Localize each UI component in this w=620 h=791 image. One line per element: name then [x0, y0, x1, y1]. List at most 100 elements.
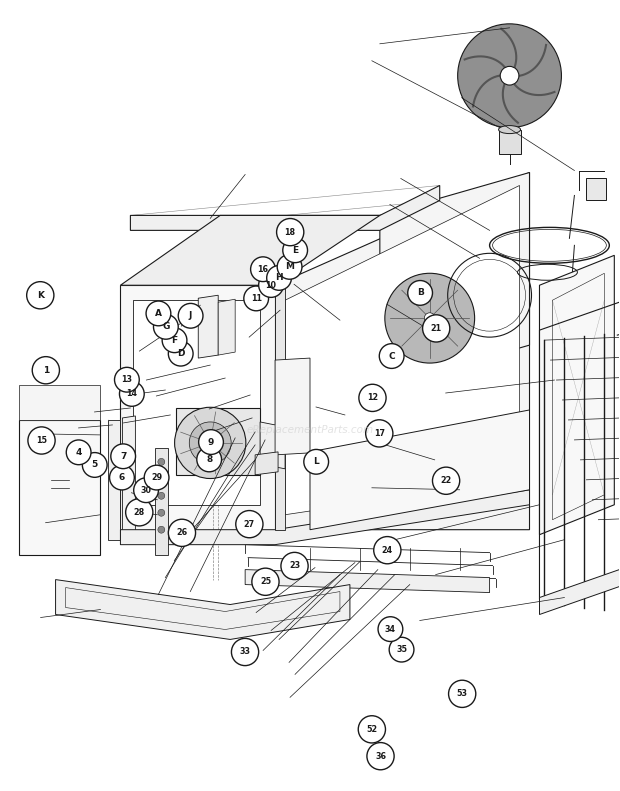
Text: H: H: [275, 274, 283, 282]
Circle shape: [236, 510, 263, 538]
Text: eReplacementParts.com: eReplacementParts.com: [246, 425, 374, 435]
Circle shape: [158, 458, 165, 465]
Circle shape: [267, 266, 291, 290]
Text: 17: 17: [374, 429, 385, 438]
Text: 26: 26: [176, 528, 187, 537]
Text: 21: 21: [431, 324, 442, 333]
Circle shape: [244, 286, 268, 311]
Text: B: B: [417, 289, 423, 297]
Circle shape: [146, 301, 171, 326]
Text: J: J: [189, 312, 192, 320]
Polygon shape: [122, 416, 135, 539]
Polygon shape: [198, 295, 218, 358]
Polygon shape: [120, 286, 275, 530]
Text: E: E: [292, 246, 298, 255]
Circle shape: [32, 357, 60, 384]
Text: 4: 4: [76, 448, 82, 457]
Circle shape: [162, 328, 187, 353]
Circle shape: [250, 257, 275, 282]
Text: 10: 10: [265, 281, 277, 290]
Polygon shape: [130, 185, 440, 230]
Text: G: G: [162, 323, 169, 331]
Circle shape: [120, 381, 144, 407]
Polygon shape: [260, 422, 285, 469]
Text: L: L: [313, 457, 319, 467]
Circle shape: [154, 315, 178, 339]
Text: 13: 13: [122, 375, 133, 384]
Text: 24: 24: [382, 546, 393, 554]
Polygon shape: [539, 255, 614, 535]
Circle shape: [500, 66, 519, 85]
Text: 27: 27: [244, 520, 255, 528]
Text: 30: 30: [141, 486, 151, 494]
Circle shape: [378, 617, 403, 642]
Text: 16: 16: [257, 265, 268, 274]
Text: D: D: [177, 349, 185, 358]
Polygon shape: [539, 562, 620, 615]
Circle shape: [374, 536, 401, 564]
Polygon shape: [133, 301, 260, 505]
Polygon shape: [156, 448, 168, 554]
Circle shape: [169, 341, 193, 366]
Text: 12: 12: [367, 393, 378, 403]
Circle shape: [359, 384, 386, 411]
Circle shape: [158, 526, 165, 533]
Circle shape: [281, 552, 308, 580]
Text: 35: 35: [396, 645, 407, 654]
Polygon shape: [380, 172, 529, 388]
Circle shape: [82, 452, 107, 477]
Text: 14: 14: [126, 389, 138, 399]
Text: 5: 5: [92, 460, 98, 469]
Circle shape: [189, 422, 231, 464]
Polygon shape: [120, 490, 529, 545]
Polygon shape: [275, 172, 529, 530]
Circle shape: [111, 444, 136, 468]
Bar: [176, 408, 260, 475]
Text: 8: 8: [206, 455, 212, 464]
Text: 23: 23: [289, 562, 300, 570]
Text: 53: 53: [457, 689, 467, 698]
Circle shape: [433, 467, 459, 494]
Polygon shape: [108, 420, 120, 539]
Text: M: M: [285, 263, 294, 271]
Polygon shape: [245, 570, 490, 592]
Circle shape: [110, 465, 135, 490]
Circle shape: [169, 519, 195, 547]
Text: 7: 7: [120, 452, 126, 461]
Circle shape: [252, 568, 279, 596]
Circle shape: [259, 273, 283, 297]
Text: 1: 1: [43, 365, 49, 375]
Text: 33: 33: [239, 648, 250, 657]
Bar: [587, 179, 606, 200]
Circle shape: [27, 282, 54, 308]
Circle shape: [304, 449, 329, 474]
Text: 18: 18: [285, 228, 296, 237]
Circle shape: [423, 315, 450, 342]
Circle shape: [424, 312, 435, 324]
Circle shape: [198, 430, 223, 455]
Polygon shape: [275, 286, 285, 530]
Text: 29: 29: [151, 473, 162, 482]
Circle shape: [385, 273, 475, 363]
Circle shape: [366, 420, 393, 447]
Polygon shape: [19, 385, 100, 420]
Text: 28: 28: [134, 508, 145, 517]
Circle shape: [158, 509, 165, 517]
Text: C: C: [388, 351, 395, 361]
Circle shape: [367, 743, 394, 770]
Circle shape: [448, 680, 476, 707]
Circle shape: [144, 465, 169, 490]
Ellipse shape: [498, 126, 521, 134]
Text: 11: 11: [250, 294, 262, 303]
Text: F: F: [172, 335, 177, 345]
Circle shape: [28, 427, 55, 454]
Circle shape: [197, 447, 221, 471]
Polygon shape: [218, 299, 235, 355]
Circle shape: [277, 255, 302, 279]
Circle shape: [205, 438, 215, 448]
Text: 52: 52: [366, 725, 378, 734]
Circle shape: [115, 367, 140, 392]
Text: 34: 34: [385, 625, 396, 634]
Text: 15: 15: [36, 436, 47, 445]
Polygon shape: [285, 185, 520, 515]
